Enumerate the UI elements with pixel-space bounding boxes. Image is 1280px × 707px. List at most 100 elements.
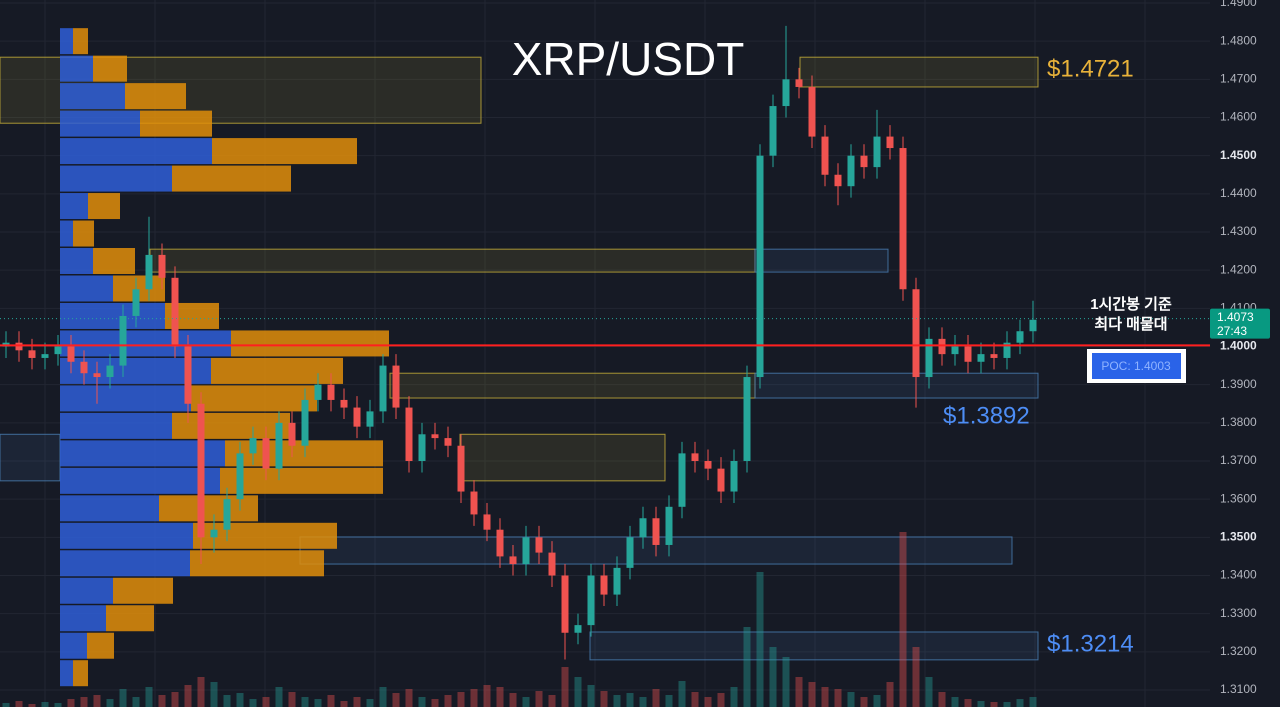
profile-buy-bar — [60, 220, 73, 247]
profile-buy-bar — [60, 110, 140, 137]
candle-body — [93, 373, 101, 378]
candle-body — [496, 529, 504, 557]
candle-body — [184, 346, 192, 404]
volume-bar — [977, 701, 985, 707]
candle-body — [561, 575, 569, 633]
y-tick-label: 1.4800 — [1220, 33, 1257, 47]
candle-body — [340, 399, 348, 408]
candle-body — [145, 254, 153, 290]
volume-bar — [704, 697, 712, 707]
candle-body — [15, 342, 23, 351]
volume-bar — [249, 699, 257, 707]
candle-body — [691, 453, 699, 461]
profile-sell-bar — [88, 193, 120, 220]
volume-bar — [210, 682, 218, 707]
volume-bar — [886, 682, 894, 707]
annotation: 최다 매물대 — [1094, 315, 1167, 333]
candle-body — [912, 289, 920, 378]
profile-buy-bar — [60, 550, 190, 577]
candle-body — [405, 407, 413, 461]
candle-body — [730, 461, 738, 492]
countdown: 27:43 — [1217, 324, 1247, 338]
volume-bar — [613, 695, 621, 707]
volume-bar — [431, 699, 439, 707]
volume-bar — [652, 689, 660, 707]
profile-buy-bar — [60, 577, 113, 604]
profile-sell-bar — [93, 248, 135, 275]
candle-body — [860, 155, 868, 168]
y-tick-label: 1.3100 — [1220, 682, 1257, 696]
y-tick-label: 1.4200 — [1220, 262, 1257, 276]
candle-body — [743, 377, 751, 461]
y-tick-label: 1.3400 — [1220, 568, 1257, 582]
volume-bar — [639, 697, 647, 707]
volume-bar — [1016, 699, 1024, 707]
volume-bar — [522, 697, 530, 707]
volume-bar — [132, 697, 140, 707]
candle-body — [223, 499, 231, 530]
zone — [389, 372, 756, 399]
candle-body — [600, 575, 608, 595]
profile-sell-bar — [113, 577, 173, 604]
profile-buy-bar — [60, 138, 212, 165]
volume-bar — [769, 647, 777, 707]
profile-buy-bar — [60, 412, 172, 439]
profile-sell-bar — [159, 495, 258, 522]
y-tick-label: 1.3300 — [1220, 606, 1257, 620]
y-tick-label: 1.3200 — [1220, 644, 1257, 658]
candle-body — [522, 537, 530, 565]
zone — [589, 631, 1039, 661]
last-price-label: 1.4073 — [1217, 310, 1254, 324]
volume-bar — [366, 699, 374, 707]
volume-bar — [236, 693, 244, 707]
price-label: $1.3214 — [1047, 630, 1134, 657]
last-price-tag — [1210, 308, 1270, 339]
profile-buy-bar — [60, 302, 165, 329]
candle-body — [67, 346, 75, 362]
y-tick-label: 1.4300 — [1220, 224, 1257, 238]
volume-bar — [548, 695, 556, 707]
candle-body — [652, 518, 660, 545]
candle-body — [262, 438, 270, 469]
profile-sell-bar — [73, 660, 88, 687]
candle-body — [444, 438, 452, 446]
volume-bar — [470, 689, 478, 707]
candle-body — [236, 453, 244, 500]
profile-buy-bar — [60, 193, 88, 220]
candle-body — [886, 136, 894, 149]
candle-body — [314, 384, 322, 400]
candle-body — [639, 518, 647, 538]
volume-bar — [730, 687, 738, 707]
candle-body — [483, 514, 491, 530]
profile-sell-bar — [231, 330, 389, 357]
volume-bar — [600, 691, 608, 707]
zone — [799, 56, 1039, 88]
candle-body — [704, 461, 712, 469]
zone — [754, 372, 1039, 399]
candle-body — [54, 346, 62, 355]
volume-bar — [15, 701, 23, 707]
candle-body — [808, 86, 816, 137]
candle-body — [379, 365, 387, 412]
volume-bar — [756, 572, 764, 707]
volume-bar — [938, 692, 946, 707]
y-tick-label: 1.4600 — [1220, 110, 1257, 124]
profile-sell-bar — [191, 385, 317, 412]
volume-bar — [808, 682, 816, 707]
volume-bar — [41, 702, 49, 707]
profile-sell-bar — [106, 605, 154, 632]
profile-sell-bar — [172, 412, 290, 439]
y-tick-label: 1.4500 — [1220, 148, 1257, 162]
volume-bar — [197, 677, 205, 707]
volume-bar — [795, 677, 803, 707]
candle-body — [80, 361, 88, 374]
y-tick-label: 1.4900 — [1220, 0, 1257, 9]
volume-bar — [392, 693, 400, 707]
profile-sell-bar — [140, 110, 212, 137]
candle-body — [873, 136, 881, 168]
volume-bar — [1003, 702, 1011, 707]
volume-bar — [119, 689, 127, 707]
volume-bar — [171, 692, 179, 707]
